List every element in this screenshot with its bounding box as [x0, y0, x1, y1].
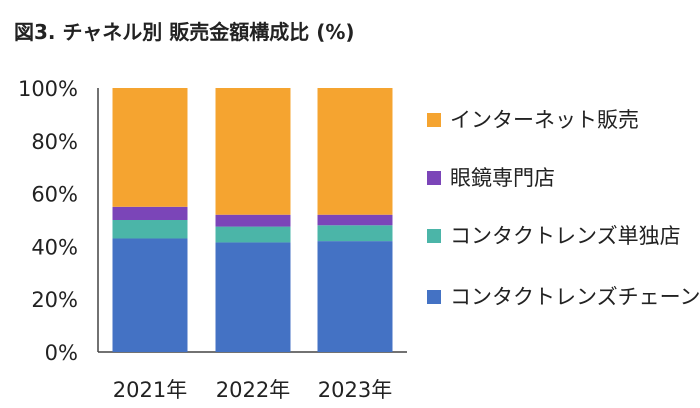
bar-segment: [112, 206, 188, 220]
y-tick-label: 80%: [31, 130, 78, 154]
bar-segment: [112, 220, 188, 239]
bar-segment: [317, 241, 393, 352]
bar-segment: [317, 225, 393, 242]
x-tick-label: 2023年: [318, 378, 392, 402]
y-tick-label: 40%: [31, 235, 78, 259]
legend-swatch: [427, 113, 441, 127]
bar-segment: [215, 214, 291, 227]
y-tick-label: 0%: [45, 341, 78, 365]
y-tick-label: 100%: [18, 77, 78, 101]
legend-swatch: [427, 290, 441, 304]
legend-label: 眼鏡専門店: [450, 166, 555, 190]
bar-segment: [317, 214, 393, 226]
x-tick-label: 2021年: [113, 378, 187, 402]
legend-label: インターネット販売: [450, 108, 639, 132]
bar-segment: [112, 238, 188, 352]
bar-segment: [317, 88, 393, 215]
legend-label: コンタクトレンズチェーン: [450, 285, 700, 309]
y-tick-label: 60%: [31, 183, 78, 207]
legend-swatch: [427, 229, 441, 243]
x-tick-label: 2022年: [216, 378, 290, 402]
y-tick-label: 20%: [31, 288, 78, 312]
bar-segment: [215, 88, 291, 215]
legend-label: コンタクトレンズ単独店: [450, 224, 681, 248]
legend-swatch: [427, 171, 441, 185]
bar-segment: [215, 226, 291, 243]
chart-title: 図3. チャネル別 販売金額構成比 (%): [14, 20, 355, 44]
bar-segment: [215, 242, 291, 352]
bar-segment: [112, 88, 188, 207]
